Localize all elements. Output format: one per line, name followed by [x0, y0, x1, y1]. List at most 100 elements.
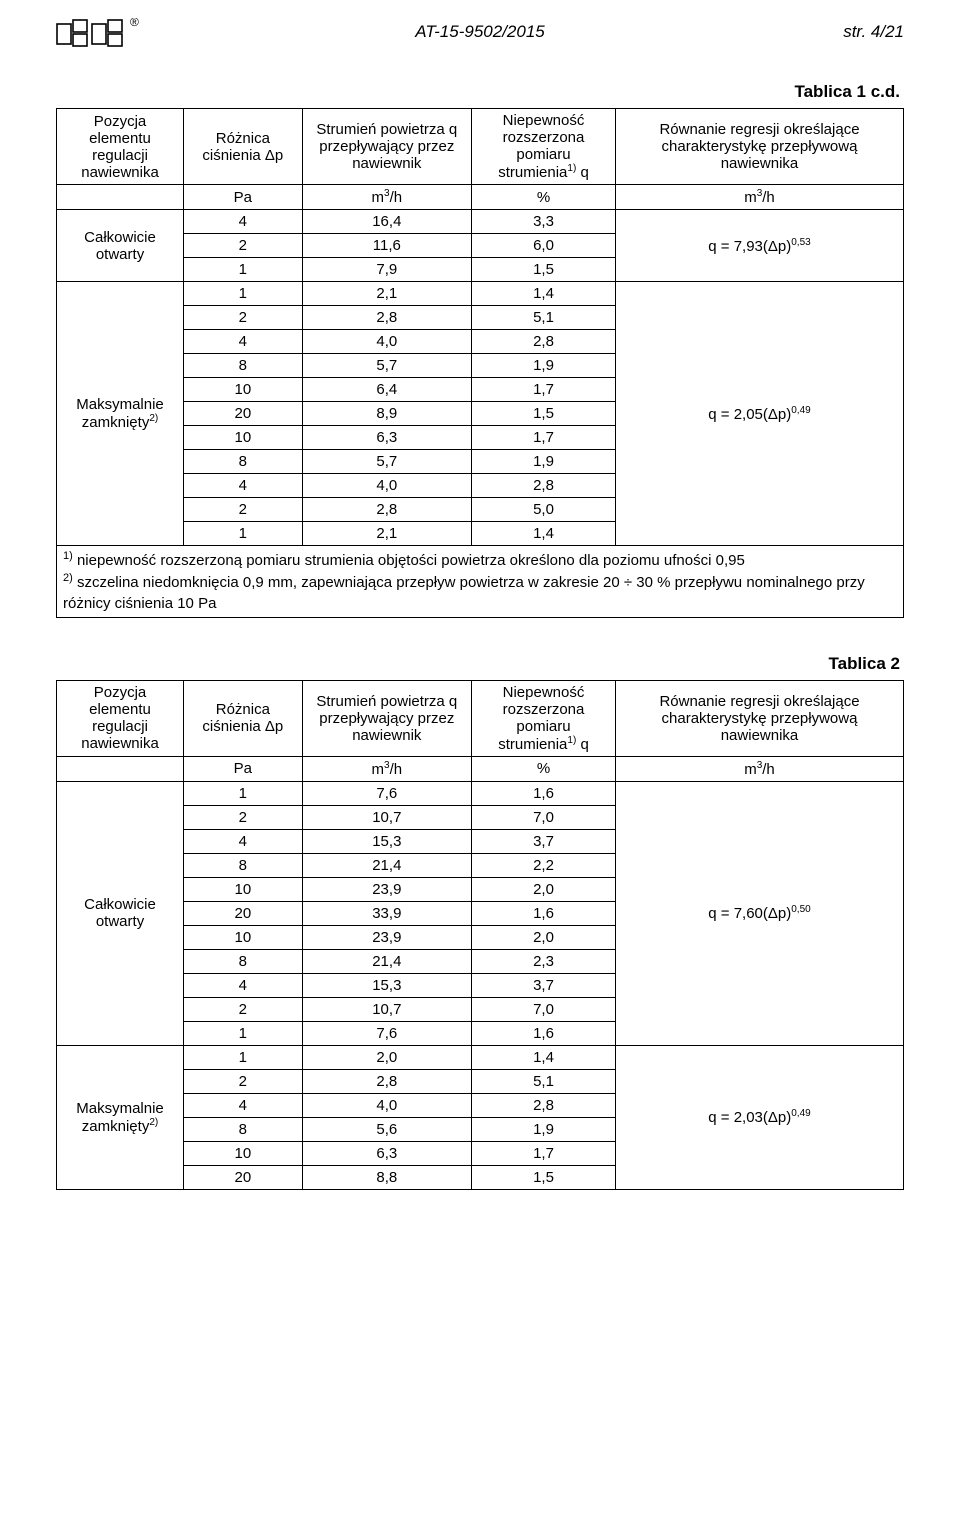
cell: 5,1 — [472, 306, 616, 330]
unit-cell — [57, 185, 184, 210]
cell: 4 — [184, 210, 303, 234]
unit-text: /h — [390, 761, 403, 778]
cell: 1,7 — [472, 378, 616, 402]
cell: 16,4 — [302, 210, 471, 234]
footnote-row: 1) niepewność rozszerzoną pomiaru strumi… — [57, 546, 904, 618]
cell: 1 — [184, 1045, 303, 1069]
cell: 33,9 — [302, 901, 471, 925]
cell: 7,9 — [302, 258, 471, 282]
unit-cell: % — [472, 756, 616, 781]
cell: 5,6 — [302, 1117, 471, 1141]
cell: 4,0 — [302, 1093, 471, 1117]
unit-cell: Pa — [184, 185, 303, 210]
footnote-cell: 1) niepewność rozszerzoną pomiaru strumi… — [57, 546, 904, 618]
equation-text: q = 2,05(Δp) — [708, 406, 791, 423]
col-header: Pozycja elementu regulacji nawiewnika — [57, 109, 184, 185]
cell: 1,9 — [472, 450, 616, 474]
cell: 2,8 — [302, 306, 471, 330]
unit-cell: m3/h — [616, 756, 904, 781]
table-header-row: Pozycja elementu regulacji nawiewnika Ró… — [57, 680, 904, 756]
equation-cell: q = 2,03(Δp)0,49 — [616, 1045, 904, 1189]
cell: 7,0 — [472, 997, 616, 1021]
cell: 2 — [184, 498, 303, 522]
cell: 3,7 — [472, 829, 616, 853]
cell: 8,9 — [302, 402, 471, 426]
cell: 1,7 — [472, 426, 616, 450]
table-units-row: Pa m3/h % m3/h — [57, 756, 904, 781]
cell: 4 — [184, 330, 303, 354]
cell: 2,0 — [302, 1045, 471, 1069]
cell: 8 — [184, 949, 303, 973]
cell: 1,9 — [472, 354, 616, 378]
cell: 1,5 — [472, 258, 616, 282]
unit-text: /h — [762, 761, 775, 778]
cell: 1 — [184, 1021, 303, 1045]
cell: 1,4 — [472, 282, 616, 306]
table1: Pozycja elementu regulacji nawiewnika Ró… — [56, 108, 904, 618]
cell: 2 — [184, 234, 303, 258]
cell: 1,9 — [472, 1117, 616, 1141]
unit-cell: m3/h — [302, 756, 471, 781]
logo-icon: ® — [56, 18, 144, 57]
cell: 4 — [184, 973, 303, 997]
cell: 1,5 — [472, 1165, 616, 1189]
equation-sup: 0,50 — [791, 904, 810, 915]
equation-sup: 0,49 — [791, 405, 810, 416]
group-label: Całkowicie otwarty — [57, 210, 184, 282]
cell: 10 — [184, 925, 303, 949]
page-container: ® AT-15-9502/2015 str. 4/21 Tablica 1 c.… — [0, 0, 960, 1230]
cell: 4 — [184, 1093, 303, 1117]
cell: 8 — [184, 450, 303, 474]
cell: 15,3 — [302, 973, 471, 997]
table-header-row: Pozycja elementu regulacji nawiewnika Ró… — [57, 109, 904, 185]
cell: 1,4 — [472, 1045, 616, 1069]
cell: 10 — [184, 378, 303, 402]
col-header: Równanie regresji określające charaktery… — [616, 109, 904, 185]
svg-text:®: ® — [130, 18, 139, 29]
unit-text: m — [372, 761, 385, 778]
cell: 1,4 — [472, 522, 616, 546]
footnote-sup: 2) — [63, 572, 73, 584]
cell: 2,8 — [472, 474, 616, 498]
equation-text: q = 7,93(Δp) — [708, 238, 791, 255]
cell: 2,0 — [472, 925, 616, 949]
col-header-text: q — [576, 736, 589, 753]
cell: 10 — [184, 426, 303, 450]
cell: 2 — [184, 306, 303, 330]
cell: 1 — [184, 258, 303, 282]
unit-cell: m3/h — [616, 185, 904, 210]
cell: 2,1 — [302, 282, 471, 306]
cell: 23,9 — [302, 877, 471, 901]
cell: 7,0 — [472, 805, 616, 829]
cell: 1,5 — [472, 402, 616, 426]
cell: 2,0 — [472, 877, 616, 901]
col-header: Równanie regresji określające charaktery… — [616, 680, 904, 756]
table-row: Całkowicie otwarty 1 7,6 1,6 q = 7,60(Δp… — [57, 781, 904, 805]
cell: 10,7 — [302, 997, 471, 1021]
cell: 8 — [184, 354, 303, 378]
equation-text: q = 7,60(Δp) — [708, 905, 791, 922]
unit-cell: Pa — [184, 756, 303, 781]
table2-caption: Tablica 2 — [56, 654, 900, 674]
cell: 11,6 — [302, 234, 471, 258]
cell: 8 — [184, 1117, 303, 1141]
table-row: Maksymalnie zamknięty2) 1 2,1 1,4 q = 2,… — [57, 282, 904, 306]
col-header: Różnica ciśnienia Δp — [184, 109, 303, 185]
cell: 2,8 — [472, 1093, 616, 1117]
col-header: Niepewność rozszerzona pomiaru strumieni… — [472, 680, 616, 756]
table-row: Maksymalnie zamknięty2) 1 2,0 1,4 q = 2,… — [57, 1045, 904, 1069]
cell: 10,7 — [302, 805, 471, 829]
cell: 5,0 — [472, 498, 616, 522]
unit-text: /h — [762, 189, 775, 206]
footnote-sup: 1) — [63, 550, 73, 562]
col-header: Różnica ciśnienia Δp — [184, 680, 303, 756]
equation-cell: q = 2,05(Δp)0,49 — [616, 282, 904, 546]
cell: 21,4 — [302, 853, 471, 877]
cell: 2,1 — [302, 522, 471, 546]
cell: 5,1 — [472, 1069, 616, 1093]
cell: 10 — [184, 877, 303, 901]
col-header: Pozycja elementu regulacji nawiewnika — [57, 680, 184, 756]
cell: 2,3 — [472, 949, 616, 973]
unit-cell: m3/h — [302, 185, 471, 210]
group-label: Maksymalnie zamknięty2) — [57, 1045, 184, 1189]
